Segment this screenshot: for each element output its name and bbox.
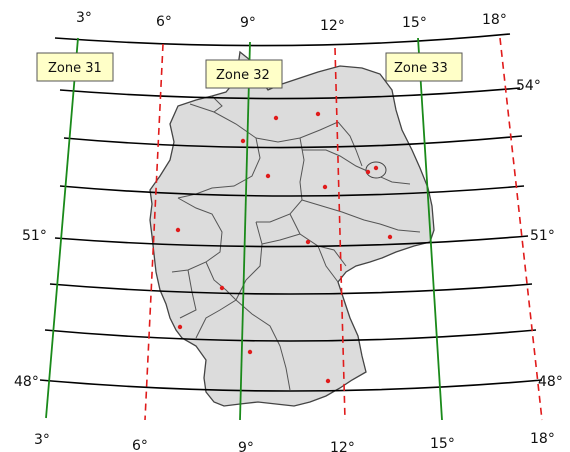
lat-label-left-48: 48° <box>14 374 39 390</box>
zone-31-label: Zone 31 <box>36 52 114 82</box>
lon-label-bottom-3: 3° <box>34 432 50 448</box>
zone-33-label: Zone 33 <box>385 52 463 82</box>
lat-label-right-54: 54° <box>516 78 541 94</box>
zone-boundaries <box>144 37 543 421</box>
lat-label-left-51: 51° <box>22 228 47 244</box>
lon-label-bottom-18: 18° <box>530 431 555 447</box>
lat-label-right-48: 48° <box>538 374 563 390</box>
lat-label-right-51: 51° <box>530 228 555 244</box>
zone-central-meridians <box>45 37 443 421</box>
lon-label-bottom-9: 9° <box>238 440 254 452</box>
zone-31-text: Zone 31 <box>48 61 102 76</box>
lon-label-bottom-15: 15° <box>430 436 455 452</box>
lon-label-top-9: 9° <box>240 15 256 31</box>
lon-label-top-18: 18° <box>482 12 507 28</box>
lon-label-bottom-12: 12° <box>330 440 355 452</box>
lon-label-bottom-6: 6° <box>132 438 148 452</box>
state-borders <box>171 95 421 391</box>
lon-label-top-15: 15° <box>402 15 427 31</box>
zone-32-label: Zone 32 <box>205 59 283 89</box>
lon-label-top-6: 6° <box>156 14 172 30</box>
zone-33-text: Zone 33 <box>394 61 448 76</box>
lon-label-top-3: 3° <box>76 10 92 26</box>
cities <box>175 111 393 384</box>
lon-label-top-12: 12° <box>320 18 345 34</box>
germany-outline <box>149 50 435 407</box>
zone-32-text: Zone 32 <box>216 68 270 83</box>
latitude-lines <box>39 33 543 392</box>
